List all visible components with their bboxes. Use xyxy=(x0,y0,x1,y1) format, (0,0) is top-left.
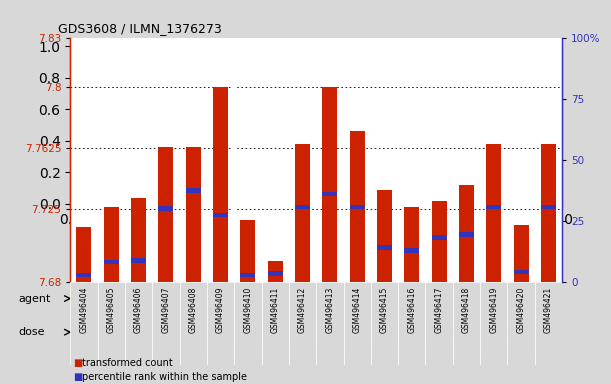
Bar xyxy=(213,87,228,282)
Text: GSM496413: GSM496413 xyxy=(325,286,334,333)
Bar xyxy=(431,201,447,282)
Bar xyxy=(486,144,501,282)
Bar xyxy=(289,282,316,365)
Bar xyxy=(323,87,337,282)
Text: GSM496410: GSM496410 xyxy=(243,286,252,333)
Text: GSM496405: GSM496405 xyxy=(107,286,115,333)
Bar xyxy=(104,260,119,264)
Bar xyxy=(131,198,146,282)
Bar xyxy=(404,248,419,253)
Bar xyxy=(186,147,201,282)
Bar xyxy=(404,207,419,282)
Text: GSM496406: GSM496406 xyxy=(134,286,143,333)
Bar xyxy=(76,227,92,282)
Bar xyxy=(98,282,125,365)
Bar xyxy=(70,316,234,348)
Bar xyxy=(295,144,310,282)
Text: dose: dose xyxy=(18,327,45,337)
Bar xyxy=(268,271,283,276)
Text: GSM496408: GSM496408 xyxy=(189,286,198,333)
Text: percentile rank within the sample: percentile rank within the sample xyxy=(82,372,247,382)
Text: agent: agent xyxy=(18,293,51,304)
Text: GSM496411: GSM496411 xyxy=(271,286,280,333)
Bar xyxy=(431,235,447,240)
Bar xyxy=(76,273,92,277)
Bar xyxy=(398,282,425,365)
Text: GSM496412: GSM496412 xyxy=(298,286,307,333)
Bar xyxy=(70,282,98,365)
Text: 0.2 mg/kg: 0.2 mg/kg xyxy=(452,327,508,337)
Bar xyxy=(268,261,283,282)
Bar xyxy=(398,316,562,348)
Bar xyxy=(514,225,529,282)
Bar xyxy=(158,147,174,282)
Bar xyxy=(425,282,453,365)
Bar xyxy=(349,205,365,209)
Text: GSM496416: GSM496416 xyxy=(408,286,416,333)
Bar xyxy=(295,205,310,209)
Bar xyxy=(514,270,529,274)
Text: GSM496415: GSM496415 xyxy=(380,286,389,333)
Text: ■: ■ xyxy=(73,358,82,368)
Text: transformed count: transformed count xyxy=(82,358,174,368)
Bar xyxy=(262,282,289,365)
Text: GSM496421: GSM496421 xyxy=(544,286,553,333)
Bar xyxy=(131,258,146,263)
Text: GSM496404: GSM496404 xyxy=(79,286,89,333)
Bar xyxy=(316,282,343,365)
Text: GSM496407: GSM496407 xyxy=(161,286,170,333)
Text: GSM496417: GSM496417 xyxy=(434,286,444,333)
Bar xyxy=(125,282,152,365)
Bar xyxy=(240,273,255,277)
Text: GDS3608 / ILMN_1376273: GDS3608 / ILMN_1376273 xyxy=(58,22,222,35)
Bar xyxy=(207,282,234,365)
Bar xyxy=(186,188,201,193)
Text: GSM496409: GSM496409 xyxy=(216,286,225,333)
Bar xyxy=(234,284,562,313)
Bar xyxy=(541,144,556,282)
Text: vehicle: vehicle xyxy=(133,293,172,304)
Bar xyxy=(323,192,337,196)
Bar xyxy=(70,284,234,313)
Bar xyxy=(377,190,392,282)
Bar xyxy=(377,245,392,250)
Bar xyxy=(459,185,474,282)
Bar xyxy=(349,131,365,282)
Bar xyxy=(508,282,535,365)
Text: GSM496419: GSM496419 xyxy=(489,286,499,333)
Bar xyxy=(453,282,480,365)
Bar xyxy=(234,282,262,365)
Bar xyxy=(152,282,180,365)
Text: BDE-47: BDE-47 xyxy=(378,293,419,304)
Bar xyxy=(541,205,556,209)
Bar xyxy=(213,213,228,217)
Bar xyxy=(158,206,174,211)
Text: GSM496418: GSM496418 xyxy=(462,286,471,333)
Bar xyxy=(234,316,398,348)
Text: GSM496420: GSM496420 xyxy=(517,286,525,333)
Bar xyxy=(486,205,501,209)
Text: control: control xyxy=(133,327,172,337)
Bar xyxy=(240,220,255,282)
Bar xyxy=(371,282,398,365)
Bar xyxy=(104,207,119,282)
Bar xyxy=(459,232,474,237)
Bar xyxy=(480,282,508,365)
Bar xyxy=(180,282,207,365)
Bar xyxy=(535,282,562,365)
Text: GSM496414: GSM496414 xyxy=(353,286,362,333)
Bar xyxy=(343,282,371,365)
Text: 0.002 mg/kg: 0.002 mg/kg xyxy=(281,327,351,337)
Text: ■: ■ xyxy=(73,372,82,382)
